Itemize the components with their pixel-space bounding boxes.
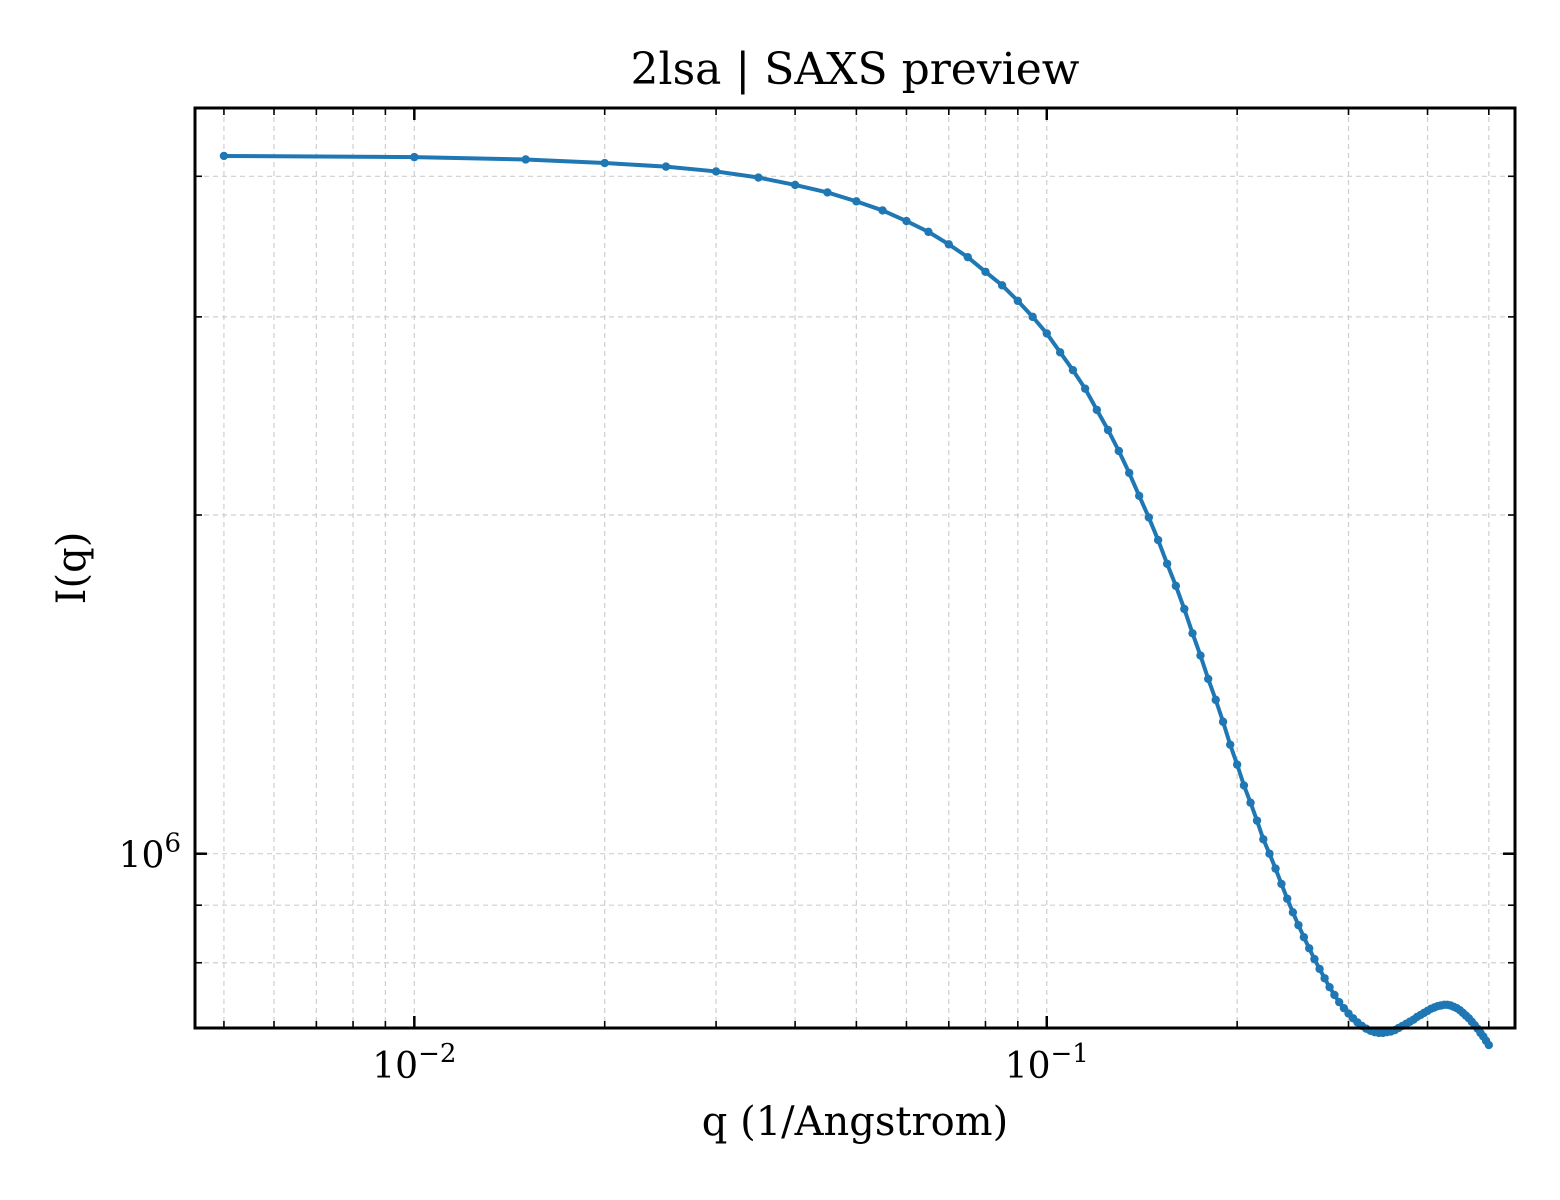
data-point	[823, 188, 832, 197]
data-point	[661, 162, 671, 171]
y-axis-label: I(q)	[49, 532, 95, 605]
data-point	[711, 167, 721, 176]
data-point	[1335, 997, 1344, 1007]
y-tick-label: 106	[119, 829, 181, 877]
data-point	[1232, 760, 1242, 769]
data-point	[1299, 932, 1309, 942]
data-point	[1225, 740, 1235, 749]
data-point	[1144, 513, 1154, 522]
data-point	[1013, 296, 1023, 306]
data-point	[1330, 990, 1339, 1000]
x-tick-label: 10−2	[372, 1039, 456, 1087]
data-point	[1277, 879, 1286, 889]
data-point	[1103, 425, 1113, 435]
data-point	[1114, 446, 1124, 456]
data-point	[902, 216, 911, 226]
data-point	[790, 180, 800, 190]
data-point	[1068, 365, 1078, 375]
data-point	[1305, 944, 1314, 953]
data-point	[1124, 468, 1134, 478]
data-point	[1484, 1040, 1494, 1050]
data-point	[1288, 908, 1298, 917]
data-point	[1171, 581, 1181, 591]
data-point	[1218, 717, 1228, 726]
data-point	[878, 206, 887, 215]
data-point	[1294, 920, 1303, 930]
data-point	[1162, 559, 1172, 568]
data-point	[1325, 982, 1334, 992]
data-point	[1211, 695, 1220, 705]
data-point	[852, 197, 861, 206]
data-point	[1320, 974, 1329, 983]
data-point	[1042, 329, 1051, 338]
data-point	[1196, 651, 1205, 660]
tick-labels: 10−2 10−1 106	[119, 829, 1089, 1087]
data-point	[1204, 674, 1213, 684]
data-point	[219, 151, 229, 161]
data-point	[963, 252, 972, 262]
data-point	[1246, 798, 1255, 807]
data-point	[981, 267, 990, 276]
data-point	[1283, 894, 1292, 903]
data-point	[754, 173, 763, 182]
data-point	[410, 152, 419, 162]
data-point	[1265, 849, 1274, 858]
data-point	[1188, 629, 1197, 638]
data-point	[1055, 348, 1065, 357]
x-tick-label: 10−1	[1005, 1039, 1089, 1087]
data-point	[1092, 405, 1102, 415]
data-point	[521, 155, 530, 164]
data-point	[1315, 964, 1324, 974]
plot-frame	[193, 106, 1517, 1030]
data-point	[1180, 604, 1189, 614]
series-group	[219, 151, 1494, 1050]
data-point	[1239, 781, 1249, 790]
data-point	[1259, 835, 1268, 844]
data-point	[1271, 864, 1280, 873]
chart-title: 2lsa | SAXS preview	[631, 44, 1080, 95]
data-point	[1153, 535, 1163, 545]
data-point	[997, 281, 1007, 290]
x-axis-label: q (1/Angstrom)	[702, 1099, 1008, 1145]
data-point	[1080, 384, 1090, 393]
data-point	[1134, 491, 1144, 501]
data-point	[1310, 954, 1319, 964]
data-point	[924, 227, 933, 237]
data-point	[1252, 816, 1262, 825]
data-point	[1028, 312, 1037, 322]
data-point	[944, 240, 953, 249]
data-point	[600, 158, 609, 168]
